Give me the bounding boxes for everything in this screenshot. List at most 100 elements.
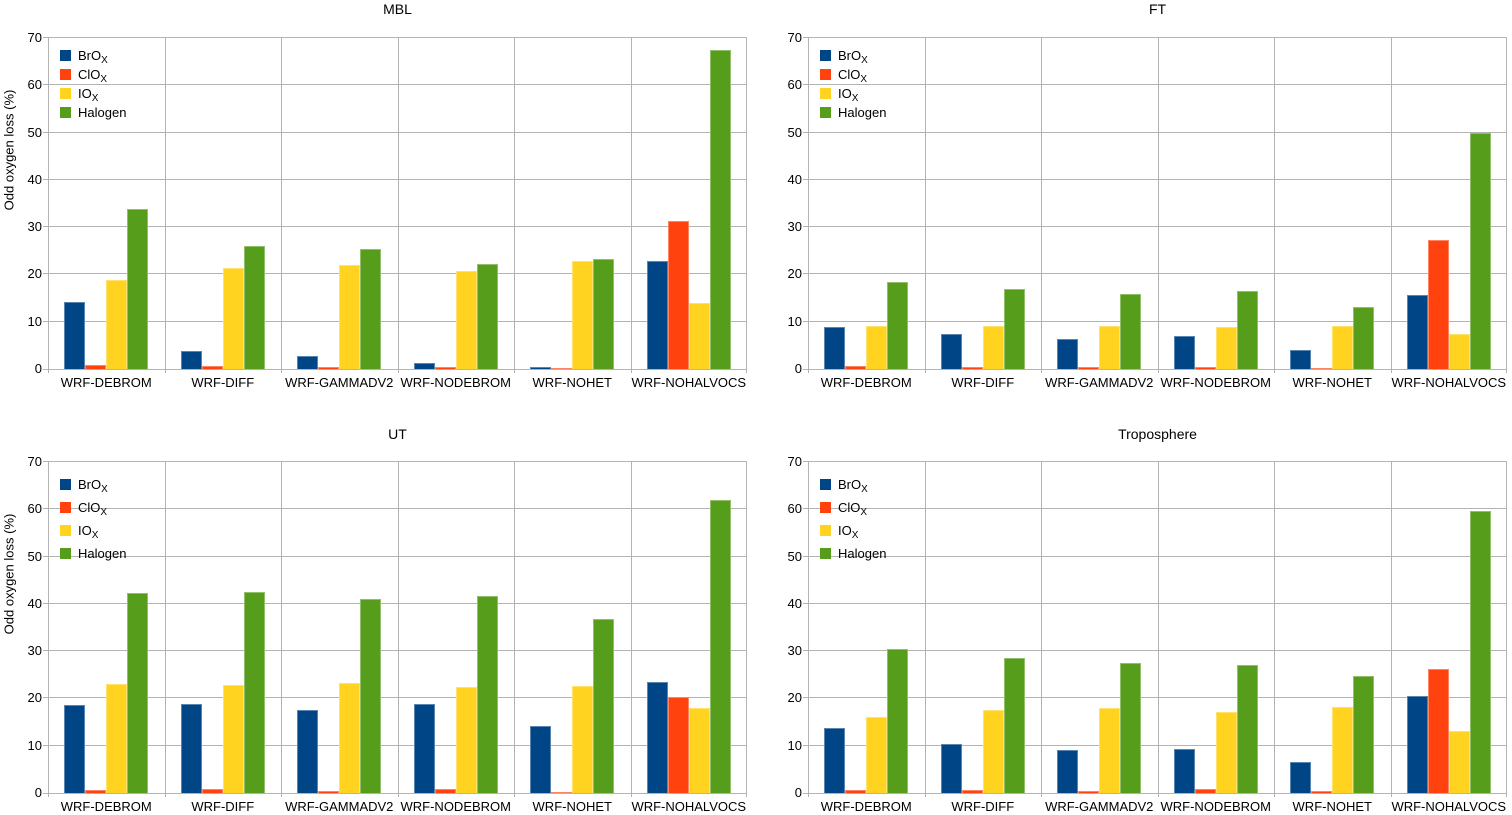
x-tick-mark [808, 793, 809, 797]
gridline-y-10 [808, 744, 1507, 746]
bar-IOx-WRF-NOHET [572, 260, 594, 369]
plot-area: 0 10 20 30 40 50 60 70 WRF-DEBROM WRF-DIFF WRF-GAM… [28, 30, 747, 390]
legend-swatch-brox [60, 479, 71, 490]
x-tick-mark [1274, 369, 1275, 373]
legend-item-halogen: Halogen [820, 542, 886, 565]
gridline-y-60 [808, 84, 1507, 86]
gridline-y-60 [48, 508, 747, 510]
chart-title: Troposphere [1118, 426, 1197, 442]
y-tick-mark [803, 84, 808, 86]
bar-Halogen-WRF-DEBROM [127, 593, 149, 793]
bar-IOx-WRF-GAMMADV2 [339, 264, 361, 369]
y-axis-title: Odd oxygen loss (%) [1, 513, 17, 635]
gridline-x [165, 462, 166, 793]
x-tick-label: WRF-DEBROM [60, 375, 152, 390]
y-tick-mark [803, 226, 808, 228]
y-tick-label: 60 [787, 77, 802, 93]
legend-item-brox: BrOX [820, 46, 886, 66]
x-tick-label: WRF-NOHET [532, 799, 612, 814]
x-tick-label: WRF-NOHALVOCS [631, 799, 747, 814]
bar-Halogen-WRF-DIFF [243, 592, 265, 793]
gridline-x [48, 462, 49, 793]
legend-swatch-clox [60, 69, 71, 80]
x-tick-label: WRF-DIFF [191, 799, 255, 814]
x-tick-mark [48, 793, 49, 797]
bar-IOx-WRF-NOHET [1332, 707, 1354, 793]
bar-ClOx-WRF-DIFF [201, 788, 223, 793]
x-tick-label: WRF-GAMMADV2 [1045, 799, 1154, 814]
gridline-y-20 [808, 697, 1507, 699]
bar-Halogen-WRF-NOHET [1353, 676, 1375, 793]
bar-ClOx-WRF-NODEBROM [434, 367, 456, 369]
x-tick-label: WRF-DEBROM [820, 799, 912, 814]
y-tick-mark [43, 320, 48, 322]
x-tick-label: WRF-NOHET [532, 375, 612, 390]
plot-area: 0 10 20 30 40 50 60 70 WRF-DEBROM WRF-DIFF WRF-GAM… [788, 30, 1507, 390]
bar-Halogen-WRF-GAMMADV2 [360, 599, 382, 793]
y-tick-label: 60 [27, 77, 42, 93]
y-tick-mark [803, 793, 808, 794]
bar-Halogen-WRF-DIFF [243, 246, 265, 369]
gridline-y-60 [808, 508, 1507, 510]
bar-Halogen-WRF-NOHALVOCS [709, 499, 731, 793]
x-tick-mark [1391, 369, 1392, 373]
bar-BrOx-WRF-DIFF [180, 351, 202, 369]
x-tick-mark [746, 793, 747, 797]
bar-ClOx-WRF-DIFF [961, 789, 983, 793]
bar-IOx-WRF-NOHALVOCS [1448, 333, 1470, 369]
plot-area: 0 10 20 30 40 50 60 70 WRF-DEBROM WRF-DIFF WRF-GAM… [28, 454, 747, 814]
bar-BrOx-WRF-NOHET [1290, 761, 1312, 793]
y-tick-mark [803, 602, 808, 604]
gridline-x [925, 462, 926, 793]
legend-item-iox: IOX [820, 519, 886, 542]
gridline-y-60 [48, 84, 747, 86]
bar-BrOx-WRF-DEBROM [64, 301, 86, 369]
gridline-x [631, 462, 632, 793]
x-tick-label: WRF-NOHET [1292, 799, 1372, 814]
gridline-y-70 [48, 461, 747, 462]
y-tick-label: 50 [787, 124, 802, 140]
gridline-y-40 [808, 602, 1507, 604]
gridline-y-0 [48, 793, 747, 794]
bar-ClOx-WRF-NOHET [1311, 367, 1333, 369]
gridline-y-20 [808, 273, 1507, 275]
y-tick-mark [43, 602, 48, 604]
gridline-x [1391, 38, 1392, 369]
legend-swatch-clox [820, 502, 831, 513]
legend-item-halogen: Halogen [60, 103, 126, 122]
bar-BrOx-WRF-GAMMADV2 [1057, 749, 1079, 793]
x-tick-label: WRF-GAMMADV2 [1045, 375, 1154, 390]
gridline-x [281, 38, 282, 369]
bar-IOx-WRF-DEBROM [106, 279, 128, 369]
gridline-x [398, 462, 399, 793]
y-tick-label: 60 [787, 501, 802, 517]
y-tick-label: 0 [34, 361, 42, 376]
legend-item-clox: ClOX [820, 496, 886, 519]
legend-label: IOX [78, 523, 99, 541]
bar-Halogen-WRF-GAMMADV2 [1120, 663, 1142, 793]
bar-BrOx-WRF-NODEBROM [1173, 335, 1195, 369]
gridline-y-70 [48, 37, 747, 38]
bar-Halogen-WRF-NOHALVOCS [1469, 510, 1491, 793]
x-tick-mark [281, 793, 282, 797]
x-tick-label: WRF-NODEBROM [1160, 375, 1272, 390]
legend-label: Halogen [838, 105, 887, 120]
bar-ClOx-WRF-NOHET [1311, 791, 1333, 793]
y-tick-label: 30 [787, 643, 802, 659]
bar-Halogen-WRF-NOHET [593, 258, 615, 369]
legend: BrOX ClOX IOX Halogen [60, 473, 126, 565]
x-tick-mark [514, 369, 515, 373]
gridline-y-70 [808, 37, 1507, 38]
legend: BrOX ClOX IOX Halogen [820, 473, 886, 565]
gridline-y-10 [808, 320, 1507, 322]
legend-label: BrOX [838, 48, 868, 66]
gridline-x [1391, 462, 1392, 793]
legend-swatch-halogen [820, 548, 831, 559]
y-tick-mark [803, 178, 808, 180]
y-tick-label: 20 [787, 690, 802, 706]
bar-ClOx-WRF-NOHET [551, 791, 573, 793]
bar-IOx-WRF-GAMMADV2 [1099, 708, 1121, 793]
x-tick-mark [925, 369, 926, 373]
bar-ClOx-WRF-NODEBROM [1194, 789, 1216, 793]
